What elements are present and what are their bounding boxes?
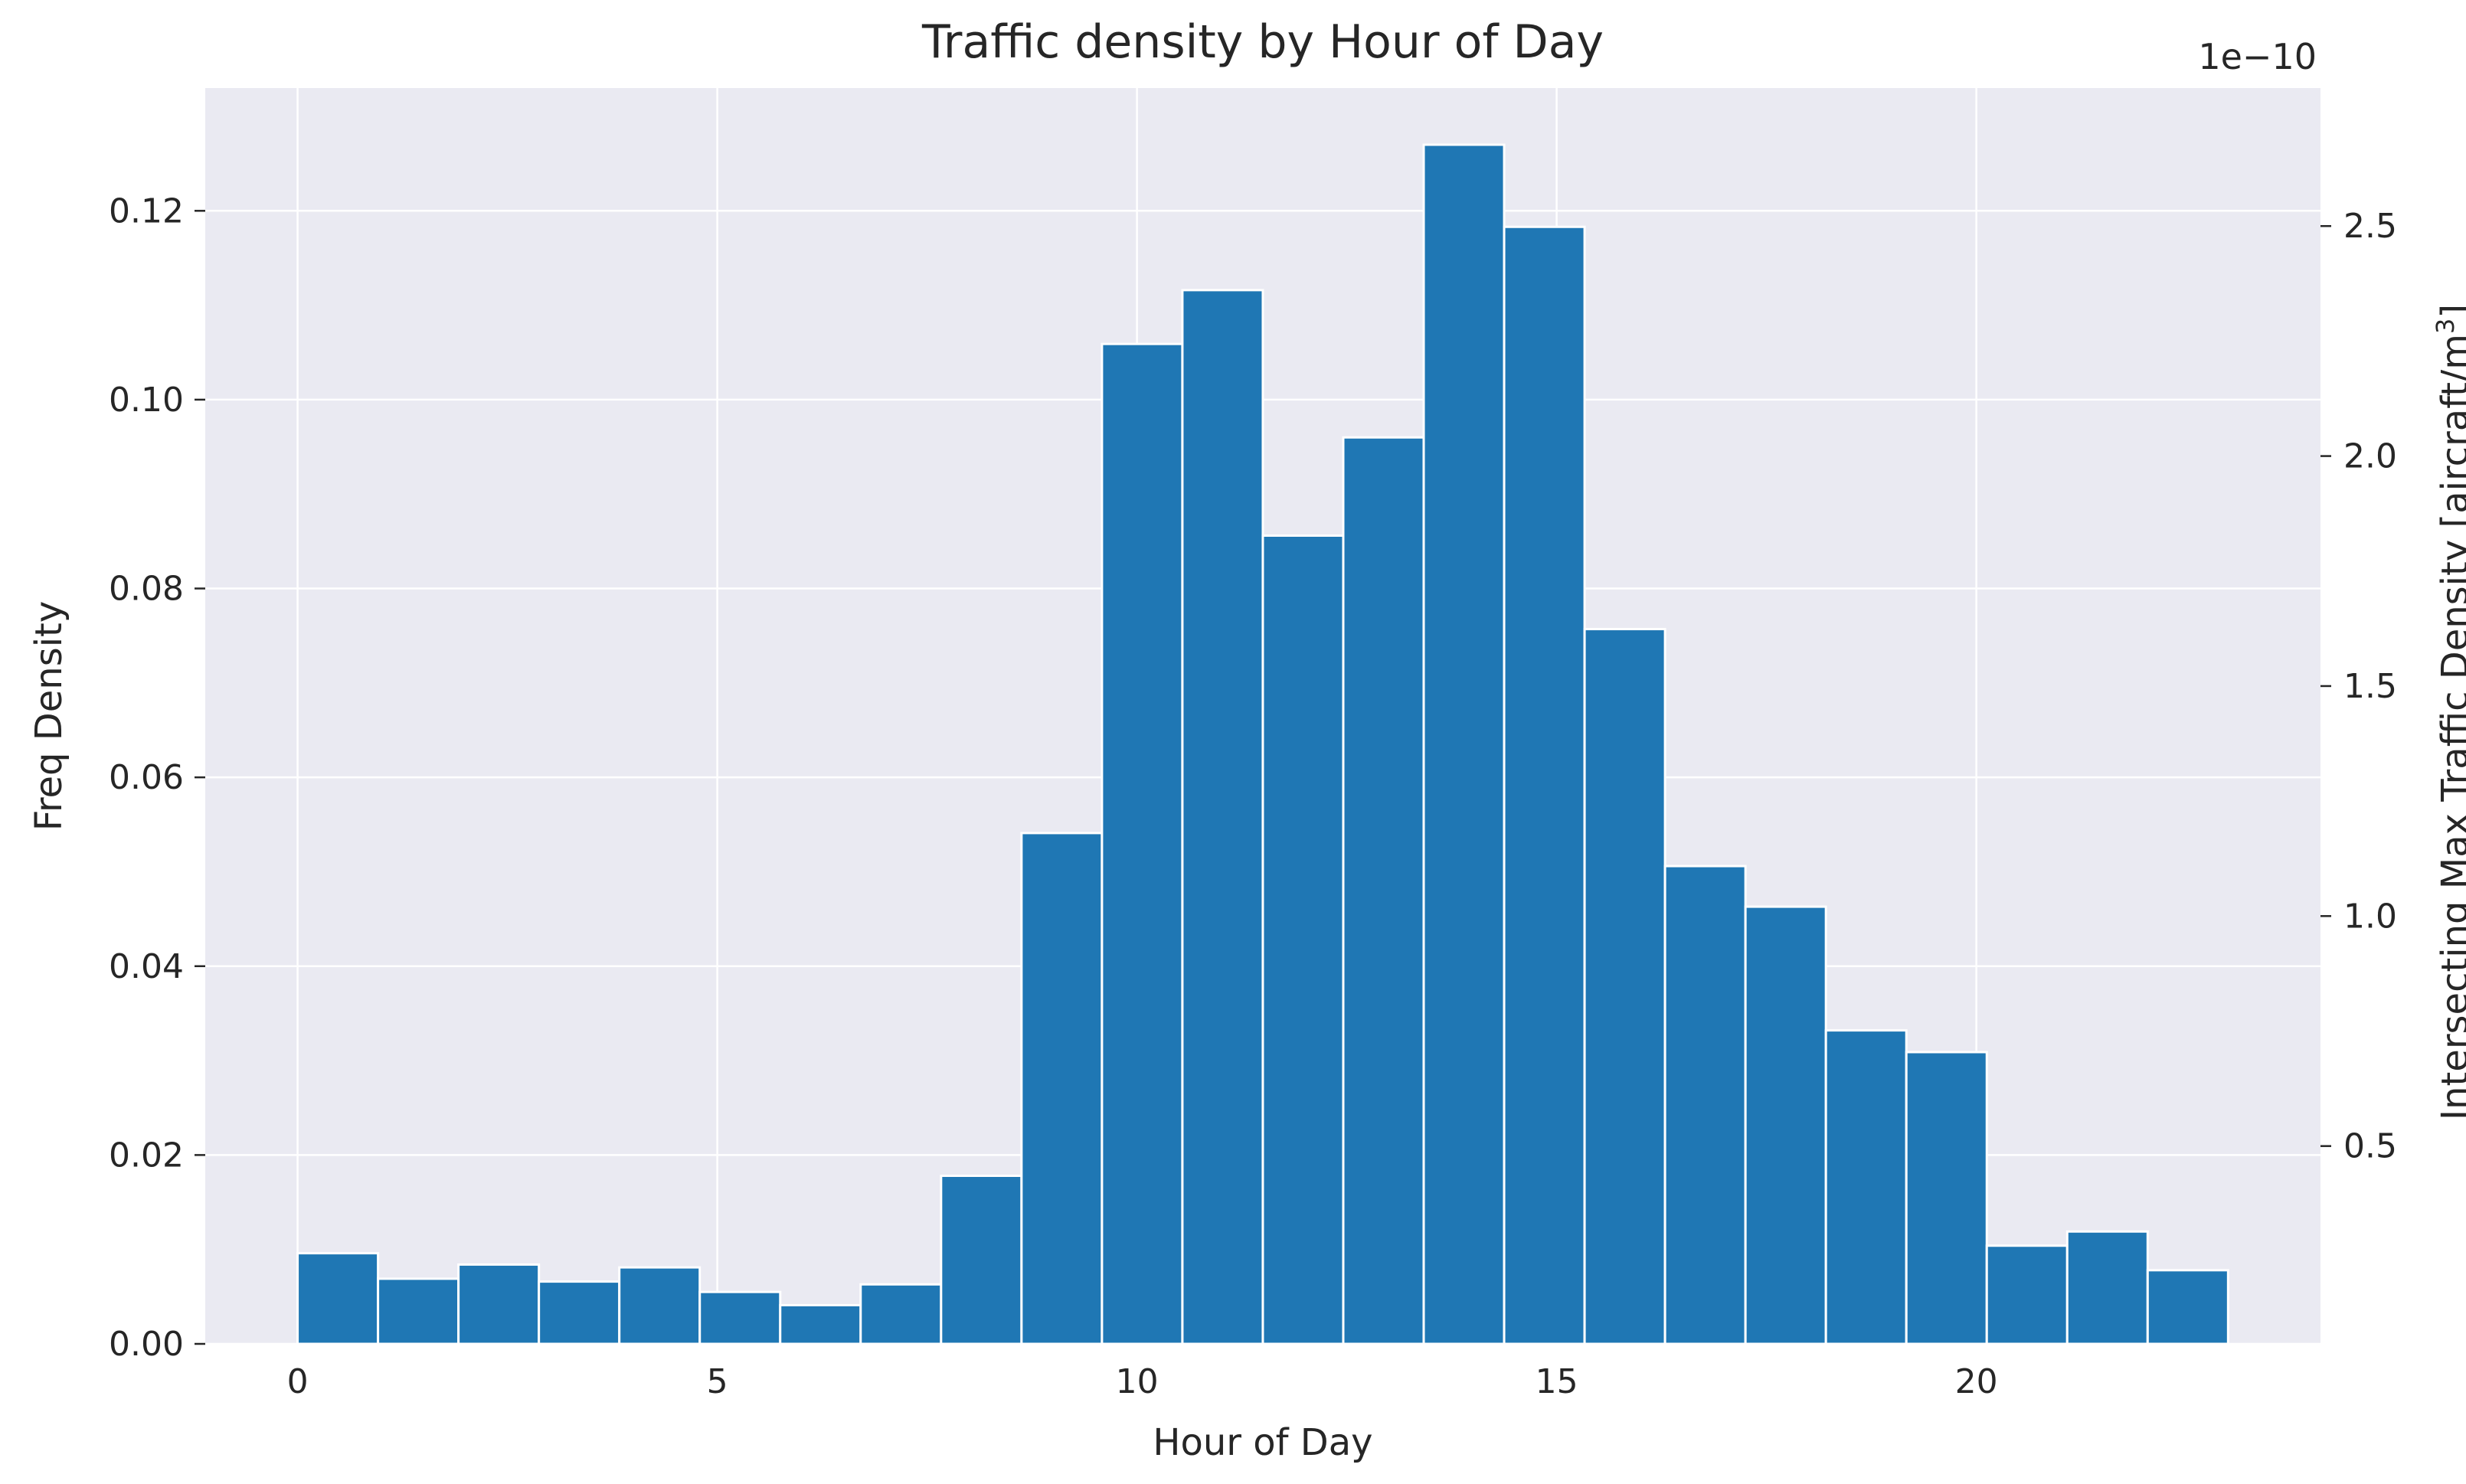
histogram-bar [457, 1263, 541, 1345]
histogram-bar [1905, 1051, 1988, 1345]
right-y-tick-label: 2.0 [2343, 437, 2397, 476]
y-axis-label: Freq Density [28, 601, 70, 832]
chart-title: Traffic density by Hour of Day [921, 15, 1604, 69]
y-tick-label: 0.04 [109, 947, 184, 986]
histogram-bar [1342, 436, 1425, 1345]
histogram-bar [1824, 1029, 1908, 1345]
y-tick-label: 0.10 [109, 381, 184, 420]
histogram-bar [1101, 342, 1184, 1345]
right-y-tick-label: 2.5 [2343, 207, 2397, 246]
right-y-tick-label: 1.0 [2343, 897, 2397, 936]
histogram-bar [698, 1290, 782, 1345]
x-axis-label: Hour of Day [1153, 1421, 1372, 1464]
histogram-bar [940, 1175, 1023, 1345]
histogram-bar [1583, 628, 1666, 1345]
histogram-bar [1181, 289, 1264, 1345]
left-y-axis-ticks: 0.00 0.02 0.04 0.06 0.08 0.10 0.12 [109, 191, 205, 1364]
right-y-axis-label-main: Intersecting Max Traffic Density [aircra… [2434, 334, 2466, 1120]
histogram-bar [2146, 1269, 2229, 1345]
right-y-axis-ticks: 0.5 1.0 1.5 2.0 2.5 [2320, 207, 2397, 1166]
right-axis-offset-label: 1e−10 [2198, 36, 2317, 77]
y-tick-label: 0.06 [109, 758, 184, 797]
histogram-bar [296, 1252, 380, 1345]
histogram-bar [1744, 905, 1827, 1345]
histogram-bar [859, 1283, 943, 1345]
right-y-axis-label: Intersecting Max Traffic Density [aircra… [2431, 304, 2466, 1120]
histogram-bar [1503, 225, 1586, 1345]
histogram-bar [1261, 534, 1345, 1345]
right-y-axis-label-exponent: 3 [2431, 319, 2460, 334]
y-tick-label: 0.02 [109, 1136, 184, 1175]
bars [296, 143, 2229, 1345]
right-y-tick-label: 0.5 [2343, 1127, 2397, 1166]
y-tick-label: 0.12 [109, 191, 184, 230]
histogram-bar [1985, 1244, 2069, 1345]
x-tick-label: 5 [707, 1362, 728, 1401]
right-y-axis-label-close: ] [2434, 304, 2466, 319]
histogram-bar [779, 1303, 862, 1345]
histogram-bar [1020, 832, 1104, 1345]
histogram-bar [538, 1280, 621, 1345]
x-tick-label: 15 [1536, 1362, 1578, 1401]
histogram-bar [377, 1277, 460, 1345]
y-tick-label: 0.00 [109, 1325, 184, 1364]
x-tick-label: 20 [1955, 1362, 1998, 1401]
right-y-tick-label: 1.5 [2343, 667, 2397, 706]
x-axis-ticks: 0 5 10 15 20 [287, 1362, 1998, 1401]
y-tick-label: 0.08 [109, 570, 184, 609]
x-tick-label: 10 [1116, 1362, 1159, 1401]
histogram-bar [2065, 1230, 2149, 1345]
histogram-bar [1422, 143, 1506, 1345]
histogram-bar [1663, 865, 1747, 1345]
histogram-bar [618, 1266, 702, 1345]
x-tick-label: 0 [287, 1362, 309, 1401]
